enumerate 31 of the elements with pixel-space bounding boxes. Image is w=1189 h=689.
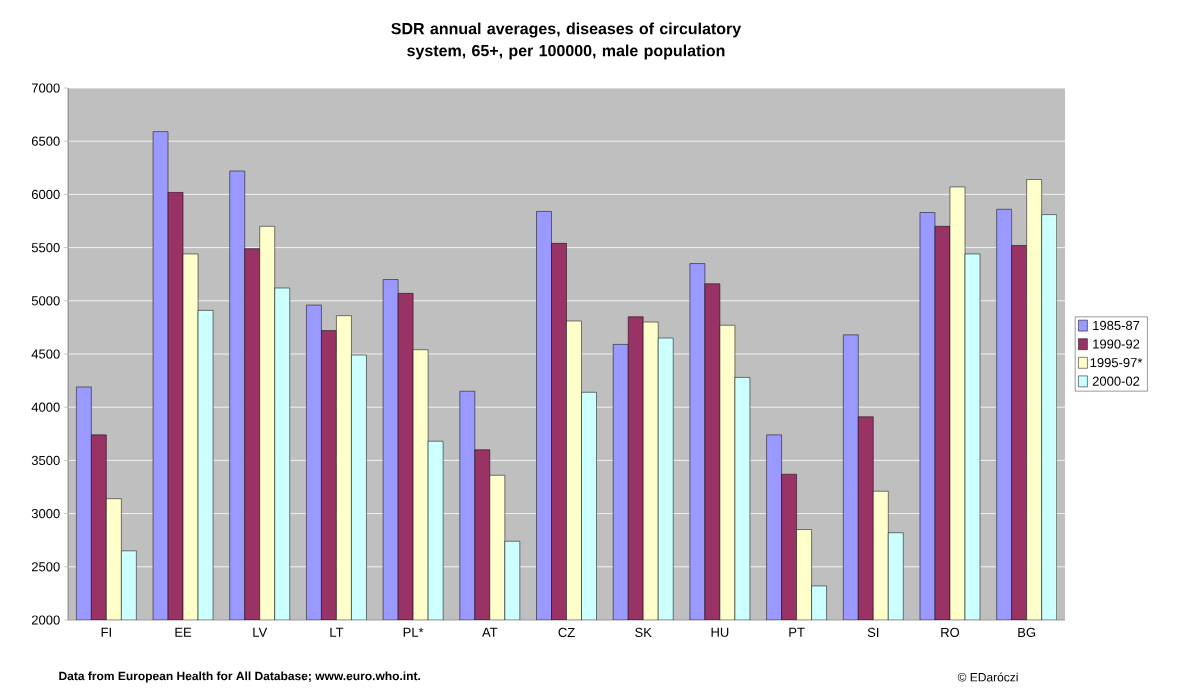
legend-label: 1990-92 [1093, 339, 1140, 349]
x-tick-label: LV [253, 627, 268, 637]
y-tick-label: 3500 [31, 455, 60, 465]
y-tick-label: 4500 [31, 349, 60, 359]
y-tick-label: 6000 [31, 189, 60, 199]
chart-title: SDR annual averages, diseases of circulatory system, 65+, per 100000, male population [391, 22, 742, 60]
x-tick-label: FI [101, 627, 111, 637]
y-tick-label: 5000 [31, 296, 60, 306]
x-tick-label: SK [635, 627, 652, 637]
legend-label: 1985-87 [1093, 320, 1140, 331]
legend-label: 1995-97* [1090, 358, 1143, 368]
y-tick-label: 2500 [31, 562, 60, 572]
y-tick-label: 3000 [31, 508, 60, 519]
legend-label: 2000-02 [1092, 376, 1140, 386]
x-tick-label: PT [789, 627, 805, 637]
y-tick-label: 2000 [31, 615, 60, 625]
y-tick-label: 5500 [31, 242, 60, 253]
x-tick-label: RO [941, 627, 960, 637]
x-tick-label: EE [175, 627, 192, 637]
y-tick-label: 4000 [31, 402, 60, 412]
x-tick-label: CZ [558, 627, 575, 637]
x-tick-label: AT [482, 627, 498, 637]
x-tick-label: PL* [403, 627, 424, 637]
y-tick-label: 7000 [31, 83, 60, 93]
x-tick-label: HU [711, 627, 729, 637]
x-tick-label: BG [1018, 627, 1036, 637]
text: © EDaróczi [957, 672, 1018, 682]
text: Data from European Health for All Database; www.euro.who.int. [59, 671, 420, 683]
x-tick-label: LT [330, 627, 344, 637]
y-tick-label: 6500 [31, 136, 60, 146]
x-tick-label: SI [867, 627, 879, 637]
